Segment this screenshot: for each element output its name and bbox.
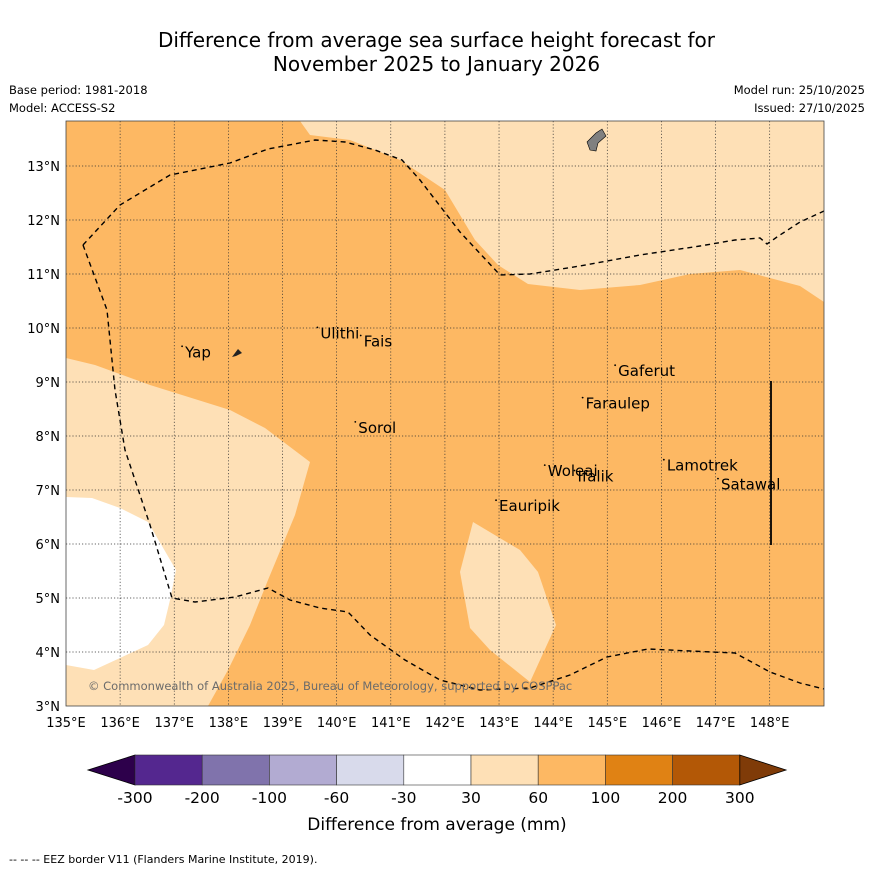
model-name: Model: ACCESS-S2 [9, 101, 116, 115]
map-title: Difference from average sea surface heig… [0, 28, 873, 76]
base-period: Base period: 1981-2018 [9, 83, 148, 97]
colorbar-swatch [201, 754, 270, 786]
place-marker [614, 364, 617, 367]
place-label: Ifalik [578, 468, 614, 486]
place-label: Woleai [548, 462, 598, 480]
lat-tick-label: 11°N [27, 268, 60, 283]
colorbar-swatch [269, 754, 337, 786]
colorbar-labels: -300 -200 -100 -60 -30 30 60 100 200 300 [117, 789, 754, 807]
colorbar [86, 754, 788, 786]
lon-tick-label: 139°E [263, 716, 303, 731]
map-frame [65, 120, 825, 707]
colorbar-title: Difference from average (mm) [307, 815, 566, 835]
place-label: Eauripik [499, 497, 560, 515]
colorbar-tick-label: -60 [324, 789, 349, 807]
lat-tick-label: 5°N [36, 592, 61, 607]
meta-left: Base period: 1981-2018 Model: ACCESS-S2 [9, 81, 148, 117]
colorbar-tick-label: 300 [725, 789, 755, 807]
colorbar-tick-label: -100 [252, 789, 287, 807]
place-label: Sorol [358, 419, 396, 437]
lon-tick-label: 146°E [642, 716, 682, 731]
issued-date: Issued: 27/10/2025 [754, 101, 865, 115]
lon-tick-label: 141°E [371, 716, 411, 731]
colorbar-swatch [336, 754, 405, 786]
place-label: Yap [184, 343, 211, 361]
place-marker [581, 396, 584, 399]
latitude-tick-labels: 3°N 4°N 5°N 6°N 7°N 8°N 9°N 10°N 11°N 12°N 13°N [27, 160, 60, 715]
lon-tick-label: 137°E [154, 716, 194, 731]
place-marker [717, 477, 719, 480]
colorbar-extend-low [86, 754, 136, 786]
lat-tick-label: 6°N [36, 538, 61, 553]
yap-island [232, 349, 242, 357]
place-marker [359, 334, 362, 337]
place-marker [354, 421, 357, 423]
anomaly-neutral-region [66, 497, 176, 670]
colorbar-tick-label: 60 [528, 789, 548, 807]
graticule [66, 121, 824, 706]
lat-tick-label: 8°N [36, 430, 61, 445]
place-label: Lamotrek [667, 457, 738, 475]
colorbar-swatch [403, 754, 472, 786]
colorbar-tick-label: -300 [117, 789, 152, 807]
place-label: Faraulep [586, 395, 650, 413]
lon-tick-label: 144°E [533, 716, 573, 731]
place-label: Fais [364, 333, 393, 351]
colorbar-swatch [537, 754, 606, 786]
lat-tick-label: 12°N [27, 214, 60, 229]
lon-tick-label: 147°E [696, 716, 736, 731]
lat-tick-label: 7°N [36, 484, 61, 499]
lon-tick-label: 140°E [317, 716, 357, 731]
place-labels: Yap Ulithi Fais Gaferut Faraulep Sorol Lamotre… [181, 324, 780, 515]
model-run: Model run: 25/10/2025 [733, 83, 865, 97]
lat-tick-label: 9°N [36, 376, 61, 391]
lon-tick-label: 136°E [100, 716, 140, 731]
colorbar-tick-label: 200 [658, 789, 688, 807]
colorbar-tick-label: -30 [391, 789, 416, 807]
place-marker [543, 464, 546, 466]
place-marker [662, 458, 665, 461]
meta-right: Model run: 25/10/2025 Issued: 27/10/2025 [734, 81, 865, 117]
colorbar-tick-label: 30 [461, 789, 481, 807]
lon-tick-label: 138°E [209, 716, 249, 731]
title-line-1: Difference from average sea surface heig… [157, 28, 716, 52]
colorbar-swatch [470, 754, 539, 786]
place-marker [316, 326, 319, 329]
title-line-2: November 2025 to January 2026 [272, 52, 601, 76]
longitude-tick-labels: 135°E 136°E 137°E 138°E 139°E 140°E 141°E 142°E… [46, 716, 789, 731]
lat-tick-label: 4°N [36, 646, 61, 661]
colorbar-swatch [672, 754, 741, 786]
place-marker [181, 345, 183, 348]
colorbar-tick-label: -200 [185, 789, 220, 807]
place-label: Satawal [721, 476, 780, 494]
lat-tick-label: 13°N [27, 160, 60, 175]
place-label: Ulithi [320, 324, 359, 342]
colorbar-swatch [605, 754, 673, 786]
guam-island [586, 128, 607, 152]
lon-tick-label: 143°E [479, 716, 519, 731]
eez-footnote: -- -- -- EEZ border V11 (Flanders Marine… [9, 853, 318, 866]
lat-tick-label: 3°N [36, 700, 61, 715]
eez-border-south [82, 244, 824, 691]
colorbar-swatch [134, 754, 203, 786]
copyright-text: © Commonwealth of Australia 2025, Bureau… [88, 679, 572, 693]
lat-tick-label: 10°N [27, 322, 60, 337]
colorbar-tick-label: 100 [591, 789, 621, 807]
lon-tick-label: 135°E [46, 716, 86, 731]
place-marker [573, 469, 576, 472]
colorbar-extend-high [739, 754, 788, 786]
map-panel: Yap Ulithi Fais Gaferut Faraulep Sorol Lamotre… [66, 121, 824, 706]
place-label: Gaferut [618, 362, 675, 380]
place-marker [495, 499, 497, 502]
anomaly-30-60-region-south [460, 522, 556, 682]
lon-tick-label: 145°E [588, 716, 628, 731]
lon-tick-label: 148°E [750, 716, 790, 731]
lon-tick-label: 142°E [425, 716, 465, 731]
